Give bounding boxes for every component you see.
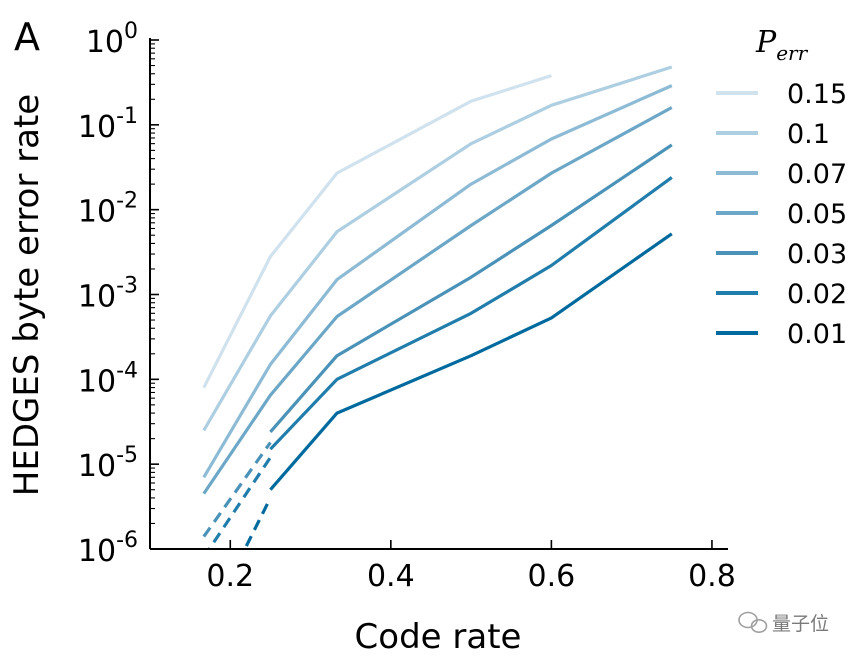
legend-title-base: P <box>755 25 777 60</box>
legend-label: 0.1 <box>787 119 830 150</box>
x-tick-label: 0.4 <box>367 559 415 594</box>
panel-label: A <box>14 15 40 59</box>
y-tick-label: 10-3 <box>78 274 138 315</box>
series-0.02 <box>207 176 673 549</box>
y-axis-label: HEDGES byte error rate <box>7 94 47 496</box>
series-line-solid <box>269 143 673 433</box>
legend-label: 0.15 <box>787 79 847 110</box>
legend-item: 0.05 <box>716 199 847 230</box>
x-tick-label: 0.6 <box>528 559 576 594</box>
watermark-text: 量子位 <box>772 613 829 635</box>
series-line-solid <box>269 176 673 451</box>
series-line-dashed <box>207 456 272 549</box>
series-0.15 <box>202 74 552 389</box>
x-tick-label: 0.2 <box>206 559 254 594</box>
y-tick-label: 10-4 <box>78 358 138 399</box>
series-0.05 <box>202 106 673 495</box>
series-line-solid <box>202 65 673 432</box>
legend-label: 0.05 <box>787 199 847 230</box>
legend-item: 0.07 <box>716 159 847 190</box>
y-tick-label: 10-5 <box>78 443 138 484</box>
wechat-icon <box>738 611 768 633</box>
y-tick-label: 10-2 <box>78 189 138 230</box>
series-0.03 <box>202 143 673 538</box>
series-0.1 <box>202 65 673 432</box>
x-axis-label: Code rate <box>355 617 522 657</box>
series-0.01 <box>243 232 673 549</box>
legend-title: Perr <box>755 25 809 65</box>
y-tick-label: 100 <box>86 19 138 60</box>
series-line-solid <box>202 74 552 389</box>
legend-item: 0.03 <box>716 239 847 270</box>
legend: Perr 0.15 0.1 0.07 0.05 0.03 0.02 0.01 <box>716 25 847 350</box>
series-0.07 <box>202 84 673 479</box>
y-tick-label: 10-1 <box>78 104 138 145</box>
watermark: 量子位 <box>738 611 829 635</box>
series-line-solid <box>202 106 673 495</box>
legend-label: 0.02 <box>787 279 847 310</box>
axes-layer: 100 10-1 10-2 10-3 10-4 10-5 10-6 0.2 0.4 0.6 0.8 <box>78 19 736 594</box>
series-line-dashed <box>202 441 272 538</box>
legend-item: 0.01 <box>716 319 847 350</box>
legend-item: 0.02 <box>716 279 847 310</box>
legend-title-sub: err <box>776 41 808 65</box>
series-layer <box>202 65 673 549</box>
legend-label: 0.01 <box>787 319 847 350</box>
x-tick-label: 0.8 <box>688 559 736 594</box>
legend-item: 0.15 <box>716 79 847 110</box>
legend-label: 0.03 <box>787 239 847 270</box>
legend-label: 0.07 <box>787 159 847 190</box>
legend-item: 0.1 <box>716 119 830 150</box>
y-tick-label: 10-6 <box>78 528 138 569</box>
series-line-solid <box>202 84 673 479</box>
series-line-solid <box>269 232 673 491</box>
series-line-dashed <box>243 497 272 549</box>
